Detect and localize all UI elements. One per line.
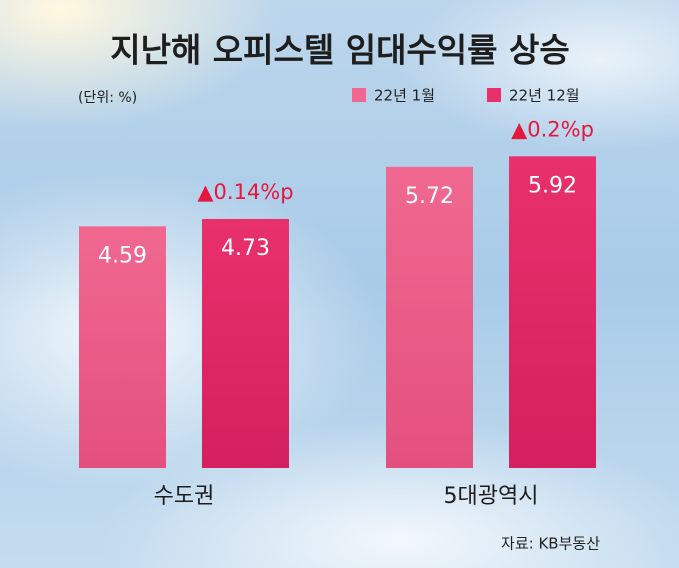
value-label: 4.59	[98, 243, 147, 268]
x-tick-label: 수도권	[154, 484, 215, 509]
change-annotation: ▲0.14%p	[197, 180, 293, 204]
x-tick-label: 5대광역시	[444, 484, 539, 509]
value-label: 5.72	[405, 184, 454, 209]
bar	[509, 156, 596, 468]
source: 자료: KB부동산	[501, 535, 600, 553]
unit-note: (단위: %)	[78, 90, 137, 106]
legend-label: 22년 12월	[509, 87, 580, 105]
change-annotation: ▲0.2%p	[511, 117, 594, 141]
bar	[79, 226, 166, 468]
bar	[386, 166, 473, 469]
bar	[202, 218, 289, 468]
legend-swatch	[352, 88, 366, 102]
chart-title: 지난해 오피스텔 임대수익률 상승	[110, 31, 570, 70]
value-label: 4.73	[221, 236, 270, 261]
value-label: 5.92	[528, 173, 577, 198]
legend-label: 22년 1월	[374, 87, 435, 105]
legend-swatch	[487, 88, 501, 102]
